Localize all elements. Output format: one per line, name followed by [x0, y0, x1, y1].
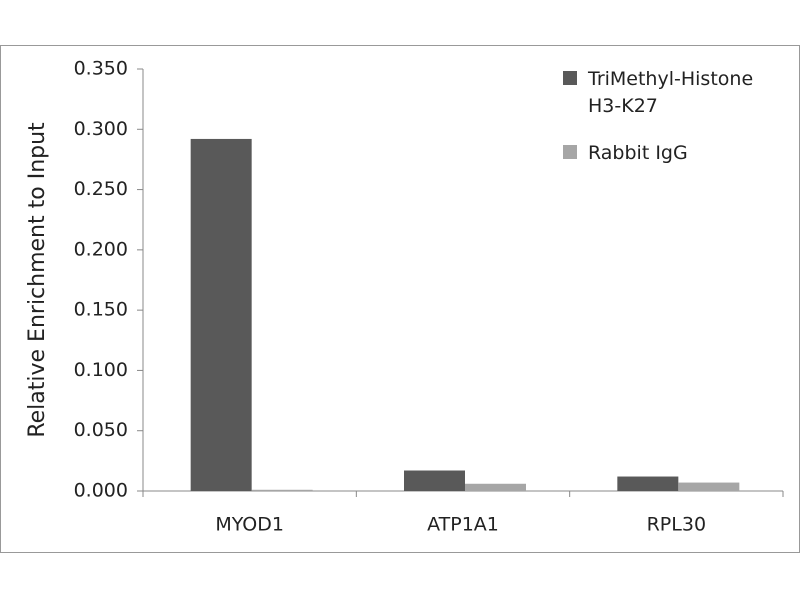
y-tick-label: 0.000	[74, 480, 128, 502]
y-tick-label: 0.250	[74, 178, 128, 200]
x-tick-label: RPL30	[647, 514, 706, 536]
y-axis-label: Relative Enrichment to Input	[25, 122, 50, 438]
bar	[190, 138, 252, 491]
x-tick-label: ATP1A1	[427, 514, 499, 536]
y-tick-label: 0.300	[74, 118, 128, 140]
legend-label: TriMethyl-Histone H3-K27	[588, 68, 754, 117]
y-tick-label: 0.350	[74, 58, 128, 80]
y-tick-label: 0.200	[74, 238, 128, 260]
y-tick-label: 0.150	[74, 299, 128, 321]
bar	[678, 482, 740, 491]
bar	[617, 476, 679, 491]
legend-swatch	[563, 71, 577, 85]
y-tick-label: 0.100	[74, 359, 128, 381]
bar	[404, 470, 465, 491]
x-tick-label: MYOD1	[215, 514, 284, 536]
y-tick-label: 0.050	[74, 419, 128, 441]
legend-label: Rabbit IgG	[588, 142, 688, 164]
legend-swatch	[563, 145, 577, 159]
bar	[251, 489, 313, 491]
bar	[465, 483, 526, 491]
